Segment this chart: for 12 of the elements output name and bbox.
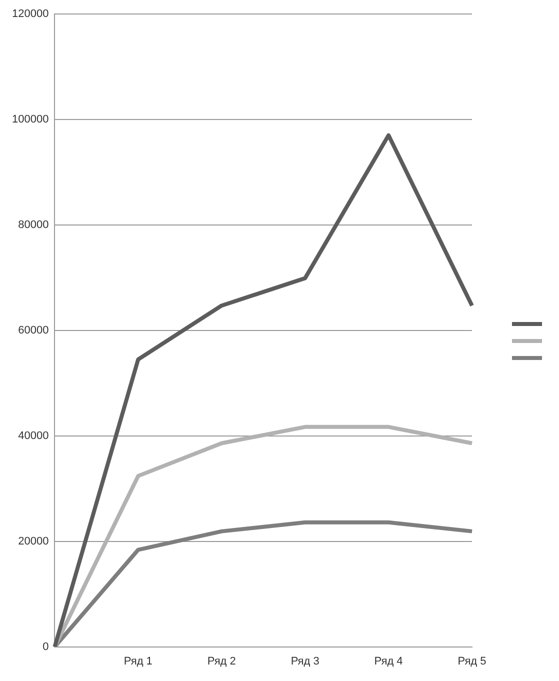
y-tick-label: 120000 xyxy=(12,8,49,20)
y-tick-label: 40000 xyxy=(18,430,49,442)
y-tick-label: 20000 xyxy=(18,535,49,548)
y-tick-label: 0 xyxy=(42,640,49,653)
x-tick-label: Ряд 5 xyxy=(458,655,486,668)
y-tick-label: 80000 xyxy=(18,218,49,231)
x-tick-label: Ряд 1 xyxy=(124,655,152,668)
x-tick-label: Ряд 2 xyxy=(207,655,236,668)
y-tick-label: 60000 xyxy=(18,324,49,336)
y-tick-label: 100000 xyxy=(12,114,49,126)
x-tick-label: Ряд 3 xyxy=(290,655,320,668)
x-tick-label: Ряд 4 xyxy=(374,655,403,668)
